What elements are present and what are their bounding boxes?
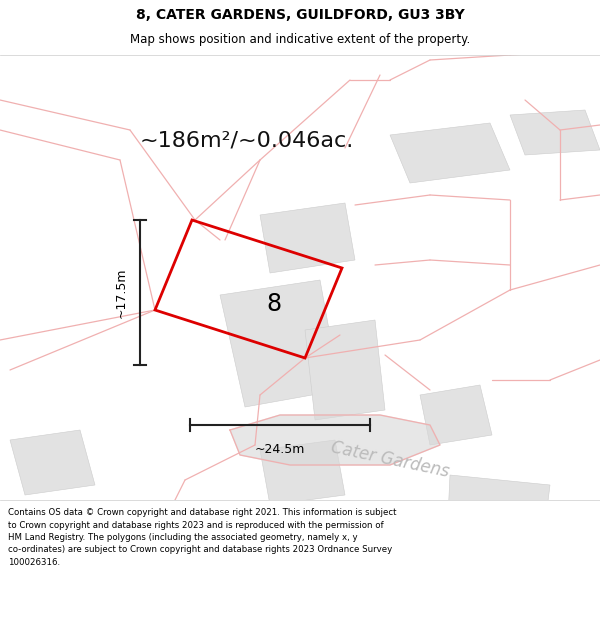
Polygon shape: [260, 440, 345, 505]
Text: ~24.5m: ~24.5m: [255, 443, 305, 456]
Polygon shape: [510, 110, 600, 155]
Polygon shape: [448, 475, 550, 525]
Polygon shape: [230, 415, 440, 465]
Text: ~17.5m: ~17.5m: [115, 268, 128, 318]
Text: co-ordinates) are subject to Crown copyright and database rights 2023 Ordnance S: co-ordinates) are subject to Crown copyr…: [8, 546, 392, 554]
Text: Cater Gardens: Cater Gardens: [329, 439, 451, 481]
Text: to Crown copyright and database rights 2023 and is reproduced with the permissio: to Crown copyright and database rights 2…: [8, 521, 383, 529]
Polygon shape: [420, 385, 492, 445]
Text: HM Land Registry. The polygons (including the associated geometry, namely x, y: HM Land Registry. The polygons (includin…: [8, 533, 358, 542]
Polygon shape: [260, 203, 355, 273]
Text: ~186m²/~0.046ac.: ~186m²/~0.046ac.: [140, 130, 354, 150]
Text: Contains OS data © Crown copyright and database right 2021. This information is : Contains OS data © Crown copyright and d…: [8, 508, 397, 517]
Text: 100026316.: 100026316.: [8, 558, 60, 567]
Text: 8, CATER GARDENS, GUILDFORD, GU3 3BY: 8, CATER GARDENS, GUILDFORD, GU3 3BY: [136, 8, 464, 22]
Polygon shape: [390, 123, 510, 183]
Polygon shape: [10, 430, 95, 495]
Polygon shape: [220, 280, 340, 407]
Text: 8: 8: [266, 292, 281, 316]
Text: Map shows position and indicative extent of the property.: Map shows position and indicative extent…: [130, 33, 470, 46]
Polygon shape: [305, 320, 385, 420]
